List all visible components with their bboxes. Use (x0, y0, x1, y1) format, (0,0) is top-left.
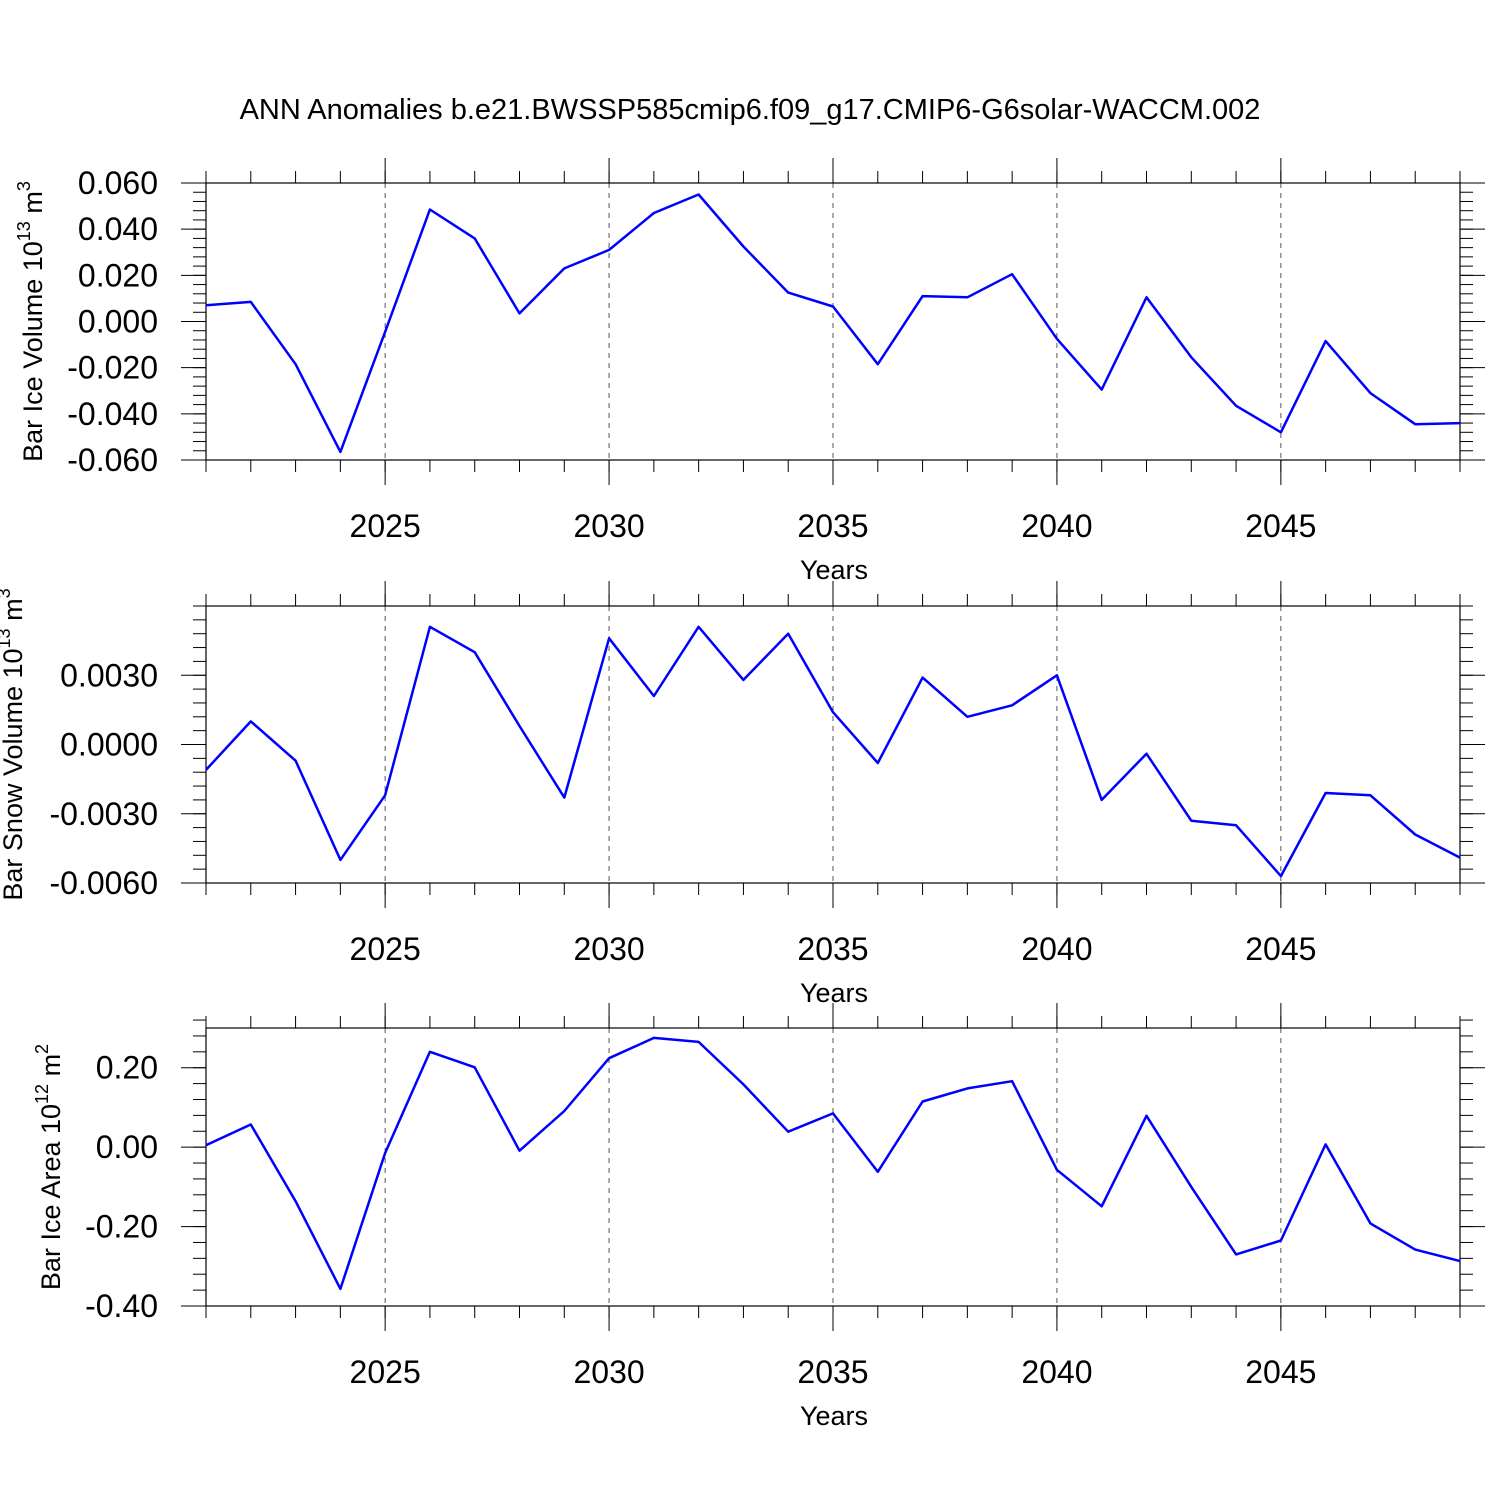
x-tick-label: 2025 (350, 1354, 421, 1390)
y-axis-label-exponent: 13 (0, 628, 14, 648)
y-tick-label: -0.20 (85, 1209, 158, 1245)
y-axis-label-unit: m (0, 598, 28, 628)
y-tick-label: 0.0000 (60, 727, 158, 763)
y-axis-label: Bar Snow Volume 1013 m3 (0, 588, 28, 900)
y-tick-label: -0.0030 (49, 796, 158, 832)
y-tick-label: -0.020 (67, 350, 158, 386)
y-tick-label: 0.040 (78, 211, 158, 247)
y-axis-label-text: Bar Ice Volume 10 (18, 241, 48, 462)
y-tick-label: -0.040 (67, 396, 158, 432)
series-line (205, 193, 1461, 454)
figure-title: ANN Anomalies b.e21.BWSSP585cmip6.f09_g1… (240, 94, 1261, 126)
y-tick-label: 0.20 (96, 1050, 158, 1086)
y-tick-label: 0.000 (78, 304, 158, 340)
y-axis-label-unit: m (36, 1054, 66, 1084)
x-axis-label: Years (800, 1401, 868, 1431)
panel-1: 2025 2030 2035 2040 2045 -0.060 -0.040 -0.020 0.… (14, 158, 1485, 585)
x-tick-label: 2045 (1245, 931, 1316, 967)
x-axis-label: Years (800, 555, 868, 585)
x-tick-label: 2040 (1021, 1354, 1092, 1390)
x-tick-label: 2035 (797, 1354, 868, 1390)
panel-3: 2025 2030 2035 2040 2045 -0.40 -0.20 0.00 0.20 Ye… (32, 1003, 1485, 1431)
y-axis-label-unit-exponent: 3 (14, 181, 34, 191)
y-axis-label-unit-exponent: 3 (0, 588, 14, 598)
x-tick-label: 2030 (573, 1354, 644, 1390)
x-tick-label: 2035 (797, 931, 868, 967)
y-tick-label: 0.00 (96, 1129, 158, 1165)
y-tick-label: -0.060 (67, 442, 158, 478)
panel-2: 2025 2030 2035 2040 2045 -0.0060 -0.0030 0.0000… (0, 581, 1485, 1008)
x-tick-label: 2030 (573, 508, 644, 544)
y-axis-label-unit: m (18, 191, 48, 221)
y-axis-label-text: Bar Ice Area 10 (36, 1104, 66, 1290)
y-axis-label-unit-exponent: 2 (32, 1044, 52, 1054)
y-tick-label: 0.060 (78, 165, 158, 201)
y-axis-label-exponent: 12 (32, 1084, 52, 1104)
y-tick-label: -0.0060 (49, 865, 158, 901)
y-tick-label: -0.40 (85, 1288, 158, 1324)
y-tick-label: 0.0030 (60, 657, 158, 693)
x-tick-label: 2045 (1245, 508, 1316, 544)
series-line (205, 625, 1461, 878)
x-tick-label: 2045 (1245, 1354, 1316, 1390)
x-tick-label: 2040 (1021, 931, 1092, 967)
x-tick-label: 2025 (350, 508, 421, 544)
y-axis-label-text: Bar Snow Volume 10 (0, 648, 28, 900)
y-axis-label: Bar Ice Area 1012 m2 (32, 1044, 66, 1290)
x-tick-label: 2035 (797, 508, 868, 544)
y-tick-label: 0.020 (78, 257, 158, 293)
y-axis-label: Bar Ice Volume 1013 m3 (14, 181, 48, 462)
x-tick-label: 2030 (573, 931, 644, 967)
x-axis-label: Years (800, 978, 868, 1008)
y-axis-label-exponent: 13 (14, 221, 34, 241)
series-line (205, 1036, 1461, 1291)
x-tick-label: 2040 (1021, 508, 1092, 544)
chart-panels: 2025 2030 2035 2040 2045 -0.060 -0.040 -0.020 0.… (0, 158, 1485, 1431)
x-tick-label: 2025 (350, 931, 421, 967)
